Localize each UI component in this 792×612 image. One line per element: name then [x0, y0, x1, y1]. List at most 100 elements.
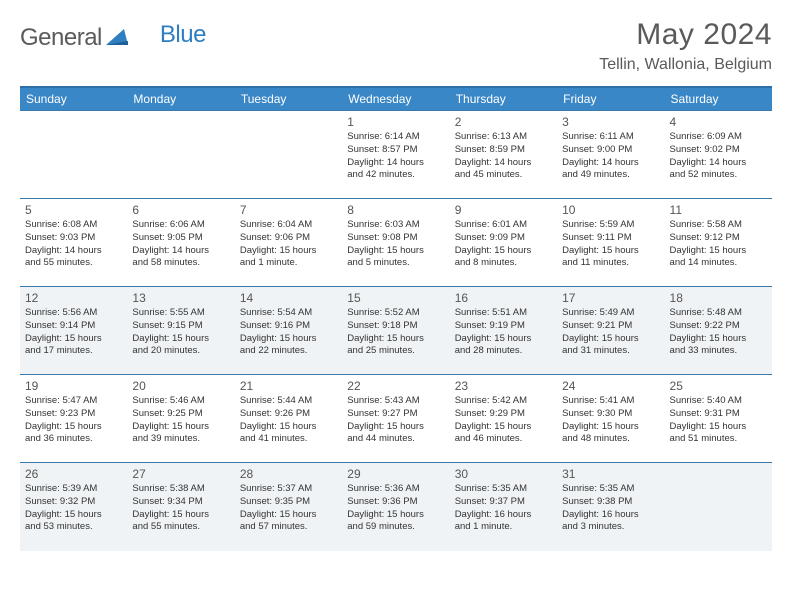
weekday-header: Wednesday [342, 87, 449, 111]
day-info: Sunrise: 5:37 AMSunset: 9:35 PMDaylight:… [240, 483, 337, 534]
day-number: 19 [25, 379, 122, 393]
day-info: Sunrise: 6:14 AMSunset: 8:57 PMDaylight:… [347, 131, 444, 182]
day-number: 25 [670, 379, 767, 393]
day-number: 21 [240, 379, 337, 393]
calendar-day-cell: 17 Sunrise: 5:49 AMSunset: 9:21 PMDayligh… [557, 287, 664, 375]
day-info: Sunrise: 6:09 AMSunset: 9:02 PMDaylight:… [670, 131, 767, 182]
calendar-day-cell: 25 Sunrise: 5:40 AMSunset: 9:31 PMDayligh… [665, 375, 772, 463]
day-info: Sunrise: 6:13 AMSunset: 8:59 PMDaylight:… [455, 131, 552, 182]
day-number: 8 [347, 203, 444, 217]
day-info: Sunrise: 5:35 AMSunset: 9:38 PMDaylight:… [562, 483, 659, 534]
day-info: Sunrise: 5:47 AMSunset: 9:23 PMDaylight:… [25, 395, 122, 446]
calendar-day-cell: 24Sunrise: 5:41 AMSunset: 9:30 PMDayligh… [557, 375, 664, 463]
day-info: Sunrise: 6:06 AMSunset: 9:05 PMDaylight:… [132, 219, 229, 270]
day-info: Sunrise: 5:43 AMSunset: 9:27 PMDaylight:… [347, 395, 444, 446]
month-title: May 2024 [599, 18, 772, 52]
day-number: 15 [347, 291, 444, 305]
calendar-day-cell: 11Sunrise: 5:58 AMSunset: 9:12 PMDayligh… [665, 199, 772, 287]
calendar-day-cell: 30 Sunrise: 5:35 AMSunset: 9:37 PMDayligh… [450, 463, 557, 551]
day-number: 1 [347, 115, 444, 129]
day-number: 12 [25, 291, 122, 305]
logo-text-2: Blue [160, 21, 206, 49]
day-number: 16 [455, 291, 552, 305]
page-header: General Blue May 2024 Tellin, Wallonia, … [20, 18, 772, 74]
weekday-header: Monday [127, 87, 234, 111]
day-info: Sunrise: 6:04 AMSunset: 9:06 PMDaylight:… [240, 219, 337, 270]
calendar-day-cell: 7Sunrise: 6:04 AMSunset: 9:06 PMDaylight… [235, 199, 342, 287]
day-info: Sunrise: 5:42 AMSunset: 9:29 PMDaylight:… [455, 395, 552, 446]
day-info: Sunrise: 6:11 AMSunset: 9:00 PMDaylight:… [562, 131, 659, 182]
calendar-day-cell: 2Sunrise: 6:13 AMSunset: 8:59 PMDaylight… [450, 111, 557, 199]
logo-text-1: General [20, 24, 102, 52]
calendar-day-cell: 6 Sunrise: 6:06 AMSunset: 9:05 PMDaylight… [127, 199, 234, 287]
weekday-header: Tuesday [235, 87, 342, 111]
title-block: May 2024 Tellin, Wallonia, Belgium [599, 18, 772, 74]
day-number: 11 [670, 203, 767, 217]
weekday-header: Saturday [665, 87, 772, 111]
calendar-day-cell: 22 Sunrise: 5:43 AMSunset: 9:27 PMDayligh… [342, 375, 449, 463]
day-number: 3 [562, 115, 659, 129]
day-number: 14 [240, 291, 337, 305]
day-number: 30 [455, 467, 552, 481]
calendar-day-cell: 29 Sunrise: 5:36 AMSunset: 9:36 PMDayligh… [342, 463, 449, 551]
calendar-day-cell: 31 Sunrise: 5:35 AMSunset: 9:38 PMDayligh… [557, 463, 664, 551]
calendar-day-cell: 27Sunrise: 5:38 AMSunset: 9:34 PMDayligh… [127, 463, 234, 551]
day-number: 28 [240, 467, 337, 481]
weekday-header: Sunday [20, 87, 127, 111]
day-info: Sunrise: 5:35 AMSunset: 9:37 PMDaylight:… [455, 483, 552, 534]
day-info: Sunrise: 5:56 AMSunset: 9:14 PMDaylight:… [25, 307, 122, 358]
calendar-day-cell: 13 Sunrise: 5:55 AMSunset: 9:15 PMDayligh… [127, 287, 234, 375]
day-info: Sunrise: 5:40 AMSunset: 9:31 PMDaylight:… [670, 395, 767, 446]
weekday-header: Friday [557, 87, 664, 111]
day-info: Sunrise: 6:08 AMSunset: 9:03 PMDaylight:… [25, 219, 122, 270]
day-number: 13 [132, 291, 229, 305]
calendar-day-cell [235, 111, 342, 199]
day-info: Sunrise: 5:41 AMSunset: 9:30 PMDaylight:… [562, 395, 659, 446]
calendar-day-cell: 12 Sunrise: 5:56 AMSunset: 9:14 PMDayligh… [20, 287, 127, 375]
day-info: Sunrise: 5:52 AMSunset: 9:18 PMDaylight:… [347, 307, 444, 358]
calendar-day-cell: 4Sunrise: 6:09 AMSunset: 9:02 PMDaylight… [665, 111, 772, 199]
calendar-day-cell: 10 Sunrise: 5:59 AMSunset: 9:11 PMDayligh… [557, 199, 664, 287]
calendar-day-cell: 21 Sunrise: 5:44 AMSunset: 9:26 PMDayligh… [235, 375, 342, 463]
calendar-day-cell: 28 Sunrise: 5:37 AMSunset: 9:35 PMDayligh… [235, 463, 342, 551]
calendar-day-cell: 14Sunrise: 5:54 AMSunset: 9:16 PMDayligh… [235, 287, 342, 375]
location-text: Tellin, Wallonia, Belgium [599, 56, 772, 74]
logo-triangle-icon [106, 24, 128, 52]
day-number: 17 [562, 291, 659, 305]
calendar-day-cell: 18Sunrise: 5:48 AMSunset: 9:22 PMDayligh… [665, 287, 772, 375]
calendar-day-cell: 5 Sunrise: 6:08 AMSunset: 9:03 PMDaylight… [20, 199, 127, 287]
calendar-day-cell: 26Sunrise: 5:39 AMSunset: 9:32 PMDayligh… [20, 463, 127, 551]
calendar-day-cell: 23 Sunrise: 5:42 AMSunset: 9:29 PMDayligh… [450, 375, 557, 463]
day-info: Sunrise: 5:48 AMSunset: 9:22 PMDaylight:… [670, 307, 767, 358]
calendar-week-row: 26Sunrise: 5:39 AMSunset: 9:32 PMDayligh… [20, 463, 772, 551]
day-number: 22 [347, 379, 444, 393]
day-number: 23 [455, 379, 552, 393]
day-number: 31 [562, 467, 659, 481]
day-info: Sunrise: 5:59 AMSunset: 9:11 PMDaylight:… [562, 219, 659, 270]
day-number: 5 [25, 203, 122, 217]
calendar-day-cell [127, 111, 234, 199]
calendar-week-row: 12 Sunrise: 5:56 AMSunset: 9:14 PMDayligh… [20, 287, 772, 375]
day-number: 10 [562, 203, 659, 217]
calendar-table: SundayMondayTuesdayWednesdayThursdayFrid… [20, 86, 772, 551]
calendar-week-row: 5 Sunrise: 6:08 AMSunset: 9:03 PMDaylight… [20, 199, 772, 287]
logo: General Blue [20, 18, 206, 52]
calendar-day-cell: 20Sunrise: 5:46 AMSunset: 9:25 PMDayligh… [127, 375, 234, 463]
day-info: Sunrise: 5:51 AMSunset: 9:19 PMDaylight:… [455, 307, 552, 358]
day-info: Sunrise: 5:44 AMSunset: 9:26 PMDaylight:… [240, 395, 337, 446]
calendar-week-row: 1 Sunrise: 6:14 AMSunset: 8:57 PMDaylight… [20, 111, 772, 199]
calendar-week-row: 19 Sunrise: 5:47 AMSunset: 9:23 PMDayligh… [20, 375, 772, 463]
calendar-day-cell: 3 Sunrise: 6:11 AMSunset: 9:00 PMDaylight… [557, 111, 664, 199]
day-info: Sunrise: 6:03 AMSunset: 9:08 PMDaylight:… [347, 219, 444, 270]
day-info: Sunrise: 5:55 AMSunset: 9:15 PMDaylight:… [132, 307, 229, 358]
day-number: 6 [132, 203, 229, 217]
weekday-header: Thursday [450, 87, 557, 111]
day-number: 27 [132, 467, 229, 481]
day-info: Sunrise: 5:36 AMSunset: 9:36 PMDaylight:… [347, 483, 444, 534]
calendar-day-cell: 1 Sunrise: 6:14 AMSunset: 8:57 PMDaylight… [342, 111, 449, 199]
calendar-day-cell: 16 Sunrise: 5:51 AMSunset: 9:19 PMDayligh… [450, 287, 557, 375]
day-info: Sunrise: 5:49 AMSunset: 9:21 PMDaylight:… [562, 307, 659, 358]
day-info: Sunrise: 5:39 AMSunset: 9:32 PMDaylight:… [25, 483, 122, 534]
day-number: 29 [347, 467, 444, 481]
calendar-day-cell [20, 111, 127, 199]
